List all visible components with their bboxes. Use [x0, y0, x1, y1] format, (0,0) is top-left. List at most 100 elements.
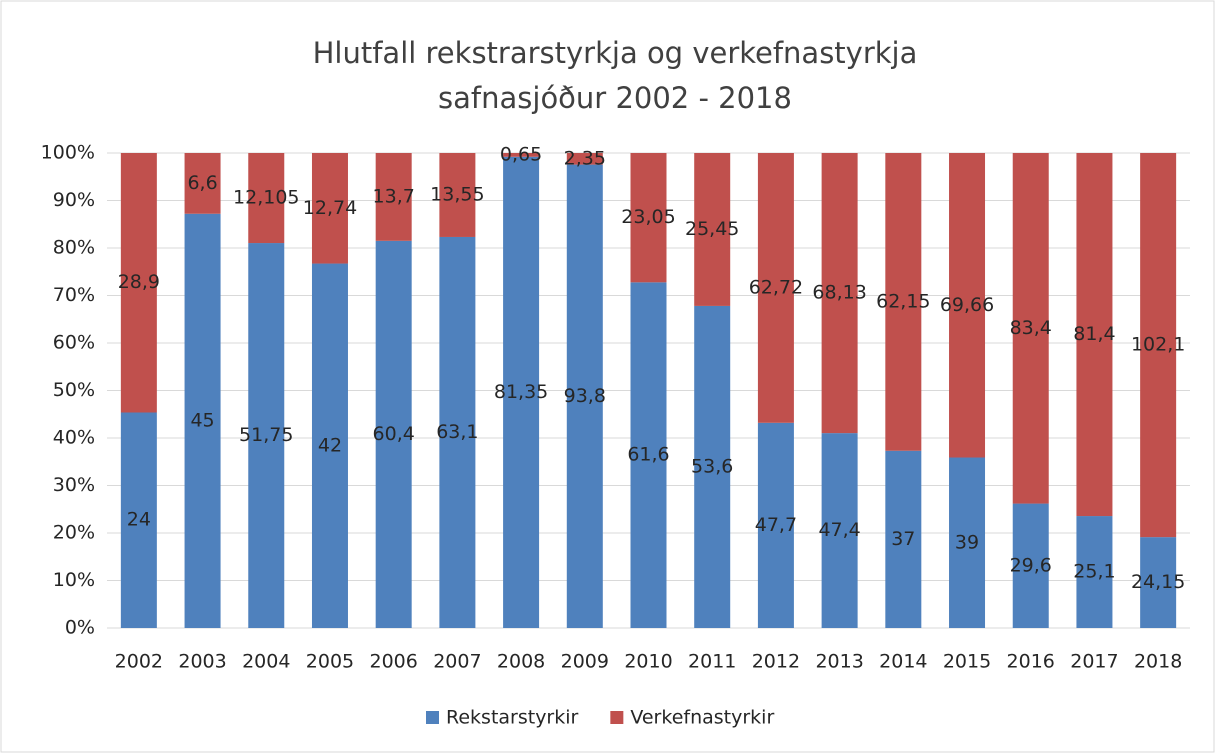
data-label: 0,65: [500, 143, 542, 165]
x-tick-label: 2017: [1070, 651, 1118, 673]
bar-segment: [1076, 153, 1113, 517]
bar-segment: [821, 153, 858, 434]
bar-segment: [439, 153, 476, 237]
x-tick-label: 2002: [115, 651, 163, 673]
bar-segment: [821, 433, 858, 628]
data-label: 81,4: [1073, 323, 1115, 345]
legend-swatch: [426, 711, 439, 724]
x-tick-label: 2010: [624, 651, 672, 673]
data-label: 24,15: [1131, 571, 1185, 593]
bar-segment: [1012, 503, 1049, 628]
bar-segment: [375, 240, 412, 629]
data-label: 62,15: [876, 290, 930, 312]
y-tick-label: 10%: [53, 569, 95, 591]
bar-segment: [630, 282, 667, 628]
x-tick-label: 2011: [688, 651, 736, 673]
x-tick-label: 2003: [178, 651, 226, 673]
bar-segment: [311, 153, 348, 264]
bar-segment: [630, 153, 667, 283]
data-label: 63,1: [436, 421, 478, 443]
bar-segment: [757, 422, 794, 628]
y-tick-label: 30%: [53, 474, 95, 496]
bar-segment: [120, 412, 157, 628]
bar-segment: [566, 164, 603, 628]
x-tick-label: 2009: [561, 651, 609, 673]
data-label: 47,7: [755, 514, 797, 536]
data-label: 51,75: [239, 424, 293, 446]
data-label: 83,4: [1010, 317, 1052, 339]
data-label: 24: [127, 509, 151, 531]
bar-segment: [503, 156, 540, 628]
y-tick-label: 100%: [41, 142, 95, 164]
data-label: 6,6: [187, 172, 217, 194]
data-label: 93,8: [564, 385, 606, 407]
data-label: 25,45: [685, 218, 739, 240]
bar-segment: [885, 153, 922, 451]
bar-segment: [503, 153, 540, 157]
bar-segment: [885, 450, 922, 628]
data-label: 12,105: [233, 187, 299, 209]
y-tick-label: 80%: [53, 237, 95, 259]
y-tick-label: 40%: [53, 427, 95, 449]
x-tick-label: 2007: [433, 651, 481, 673]
data-label: 28,9: [118, 271, 160, 293]
data-label: 37: [891, 528, 915, 550]
bar-segment: [949, 153, 986, 458]
bar-segment: [1012, 153, 1049, 504]
data-label: 12,74: [303, 197, 357, 219]
data-label: 13,7: [373, 185, 415, 207]
bar-segment: [311, 263, 348, 628]
x-tick-label: 2016: [1007, 651, 1055, 673]
data-label: 25,1: [1073, 561, 1115, 583]
legend-label: Rekstarstyrkir: [446, 707, 579, 729]
x-tick-label: 2008: [497, 651, 545, 673]
data-label: 42: [318, 434, 342, 456]
bar-segment: [566, 153, 603, 165]
x-tick-label: 2006: [369, 651, 417, 673]
data-label: 62,72: [749, 276, 803, 298]
bar-segment: [439, 236, 476, 628]
y-tick-label: 70%: [53, 284, 95, 306]
data-label: 23,05: [621, 206, 675, 228]
data-label: 102,1: [1131, 334, 1185, 356]
x-tick-label: 2015: [943, 651, 991, 673]
data-label: 81,35: [494, 381, 548, 403]
bar-segment: [1076, 516, 1113, 628]
y-tick-label: 20%: [53, 522, 95, 544]
bar-segment: [757, 153, 794, 423]
y-tick-label: 0%: [65, 617, 95, 639]
data-label: 45: [190, 409, 214, 431]
y-tick-label: 50%: [53, 379, 95, 401]
chart-title: safnasjóður 2002 - 2018: [438, 81, 792, 115]
data-label: 60,4: [373, 423, 415, 445]
x-tick-label: 2013: [815, 651, 863, 673]
y-tick-label: 60%: [53, 332, 95, 354]
x-tick-label: 2004: [242, 651, 290, 673]
bar-segment: [375, 153, 412, 241]
bar-segment: [949, 457, 986, 628]
x-tick-label: 2005: [306, 651, 354, 673]
x-tick-label: 2018: [1134, 651, 1182, 673]
bar-segment: [1140, 153, 1177, 538]
data-label: 61,6: [627, 444, 669, 466]
data-label: 13,55: [430, 183, 484, 205]
legend-swatch: [610, 711, 624, 724]
bar-segment: [120, 153, 157, 413]
y-tick-label: 90%: [53, 189, 95, 211]
data-label: 53,6: [691, 455, 733, 477]
data-label: 39: [955, 531, 979, 553]
data-label: 29,6: [1010, 554, 1052, 576]
data-label: 2,35: [564, 147, 606, 169]
chart-title: Hlutfall rekstrarstyrkja og verkefnastyr…: [313, 36, 918, 70]
bar-segment: [1140, 537, 1177, 628]
data-label: 69,66: [940, 294, 994, 316]
bar-segment: [184, 153, 221, 214]
bar-segment: [184, 213, 221, 629]
bar-segment: [248, 243, 285, 628]
data-label: 68,13: [812, 282, 866, 304]
bar-segment: [248, 153, 285, 244]
bar-segment: [694, 153, 731, 306]
data-label: 47,4: [818, 519, 860, 541]
bar-segment: [694, 305, 731, 628]
